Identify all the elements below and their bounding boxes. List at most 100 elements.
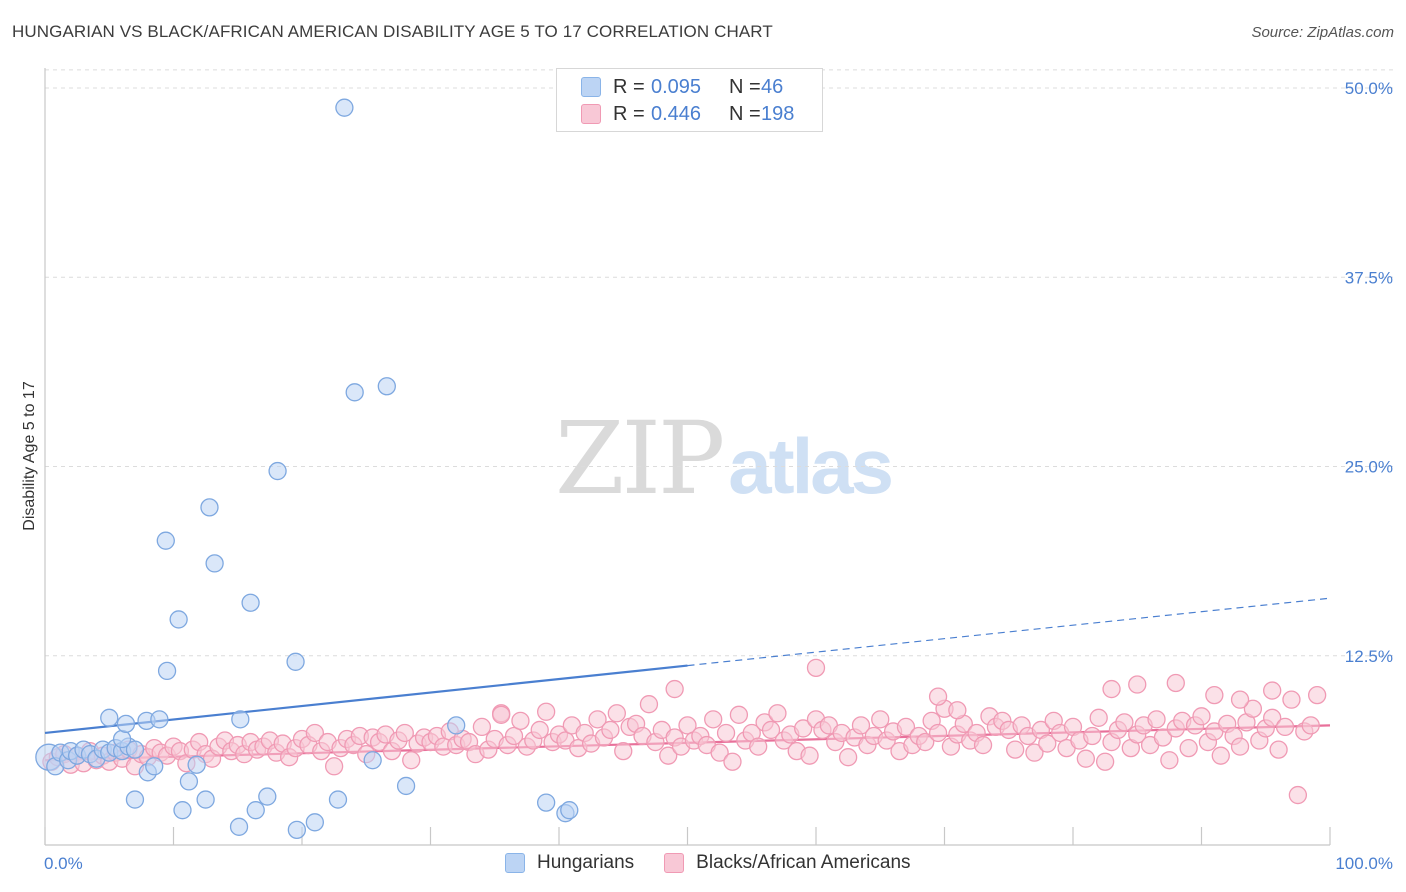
hungarian-point — [363, 751, 382, 770]
black-african-american-point — [472, 717, 492, 737]
hungarian-point — [241, 593, 260, 612]
black-african-american-point — [537, 702, 556, 721]
black-african-american-point — [492, 705, 511, 724]
black-african-american-point — [1095, 752, 1115, 771]
black-african-american-point — [1301, 716, 1320, 735]
hungarian-point — [537, 793, 556, 812]
blacks-legend-swatch — [664, 853, 685, 873]
black-african-american-point — [800, 746, 819, 765]
y-tick-label: 37.5% — [1345, 268, 1393, 287]
black-african-american-point — [928, 687, 948, 706]
y-tick-label: 25.0% — [1345, 458, 1393, 477]
hungarian-point — [377, 377, 396, 396]
r-value: 0.095 — [651, 75, 702, 98]
black-african-american-point — [1288, 785, 1308, 805]
hungarian-point — [560, 801, 579, 820]
black-african-american-point — [710, 743, 729, 762]
black-african-american-point — [324, 757, 344, 776]
n-label: N = — [729, 75, 761, 98]
hungarian-point — [112, 729, 132, 749]
black-african-american-point — [1263, 708, 1282, 727]
hungarian-point — [145, 757, 164, 776]
black-african-american-point — [601, 720, 620, 740]
hungarian-point — [447, 716, 466, 735]
hungarian-point — [125, 740, 145, 759]
black-african-american-point — [1076, 749, 1095, 768]
hungarian-point — [100, 708, 119, 727]
black-african-american-point — [948, 701, 967, 720]
black-african-american-point — [704, 710, 723, 729]
hungarians-swatch — [581, 77, 601, 97]
hungarian-point — [396, 776, 416, 796]
black-african-american-point — [749, 737, 768, 756]
black-african-american-point — [1308, 685, 1327, 705]
black-african-american-point — [851, 716, 871, 735]
x-tick-label: 100.0% — [1335, 854, 1393, 873]
black-african-american-point — [1160, 751, 1179, 770]
black-african-american-point — [1153, 728, 1173, 747]
black-african-american-point — [729, 705, 749, 724]
watermark-atlas: atlas — [728, 422, 894, 510]
hungarian-point — [200, 498, 219, 517]
hungarian-point — [156, 531, 175, 550]
black-african-american-point — [1263, 681, 1282, 700]
black-african-american-point — [1006, 740, 1025, 759]
black-african-american-point — [511, 711, 530, 731]
axis-labels: 12.5% 25.0% 37.5% 50.0% 0.0% 100.0% Disability… — [21, 79, 1393, 873]
hungarian-point — [179, 772, 199, 791]
black-african-american-point — [723, 752, 742, 771]
watermark: ZIPatlas — [555, 400, 894, 517]
black-african-american-point — [806, 658, 826, 678]
blacks-swatch — [581, 104, 601, 124]
black-african-american-point — [665, 679, 684, 699]
stats-legend: R = 0.095 N = 46 R = 0.446 N = 198 — [556, 68, 823, 132]
black-african-american-point — [1179, 738, 1198, 758]
n-value: 198 — [761, 102, 795, 125]
hungarian-point — [246, 801, 265, 820]
black-african-american-point — [305, 723, 325, 743]
chart-title: HUNGARIAN VS BLACK/AFRICAN AMERICAN DISA… — [12, 22, 773, 41]
black-african-american-point — [1282, 690, 1301, 709]
black-african-american-point — [794, 719, 813, 738]
hungarian-point — [187, 755, 206, 774]
black-african-american-point — [1166, 673, 1185, 693]
black-african-american-point — [1230, 737, 1250, 756]
legend-row-blacks: R = 0.446 N = 198 — [581, 102, 794, 126]
black-african-american-point — [916, 732, 935, 752]
black-african-american-point — [1269, 740, 1288, 759]
black-african-american-point — [1147, 710, 1166, 729]
series-legend: Hungarians Blacks/African Americans — [505, 852, 941, 874]
hungarian-point — [268, 461, 287, 481]
black-african-american-point — [607, 704, 626, 723]
black-african-american-point — [1102, 679, 1121, 699]
legend-item-blacks[interactable]: Blacks/African Americans — [664, 852, 911, 874]
black-african-american-point — [1211, 746, 1230, 765]
hungarian-point — [229, 817, 249, 836]
black-african-american-point — [761, 720, 781, 740]
hungarian-point — [305, 813, 325, 832]
black-african-american-point — [530, 720, 549, 740]
black-african-american-point — [1089, 708, 1108, 727]
watermark-zip: ZIP — [555, 400, 725, 517]
black-african-american-point — [1083, 726, 1102, 746]
r-label: R = — [613, 102, 645, 125]
black-african-american-point — [1192, 707, 1211, 726]
black-african-american-point — [1115, 713, 1134, 732]
black-african-american-point — [838, 748, 858, 767]
legend-item-hungarians[interactable]: Hungarians — [505, 852, 634, 874]
axes — [44, 68, 1331, 846]
y-tick-label: 12.5% — [1345, 647, 1393, 666]
black-african-american-point — [1243, 699, 1263, 718]
r-value: 0.446 — [651, 102, 702, 125]
legend-label: Hungarians — [537, 852, 635, 873]
black-african-american-point — [614, 741, 633, 761]
hungarian-point — [345, 383, 364, 402]
black-african-american-point — [395, 723, 414, 743]
hungarian-point — [231, 710, 250, 729]
hungarian-point — [116, 714, 136, 734]
data-points — [35, 98, 1327, 840]
black-african-american-point — [716, 723, 736, 743]
gridlines — [45, 69, 1395, 657]
hungarian-point — [205, 554, 224, 573]
